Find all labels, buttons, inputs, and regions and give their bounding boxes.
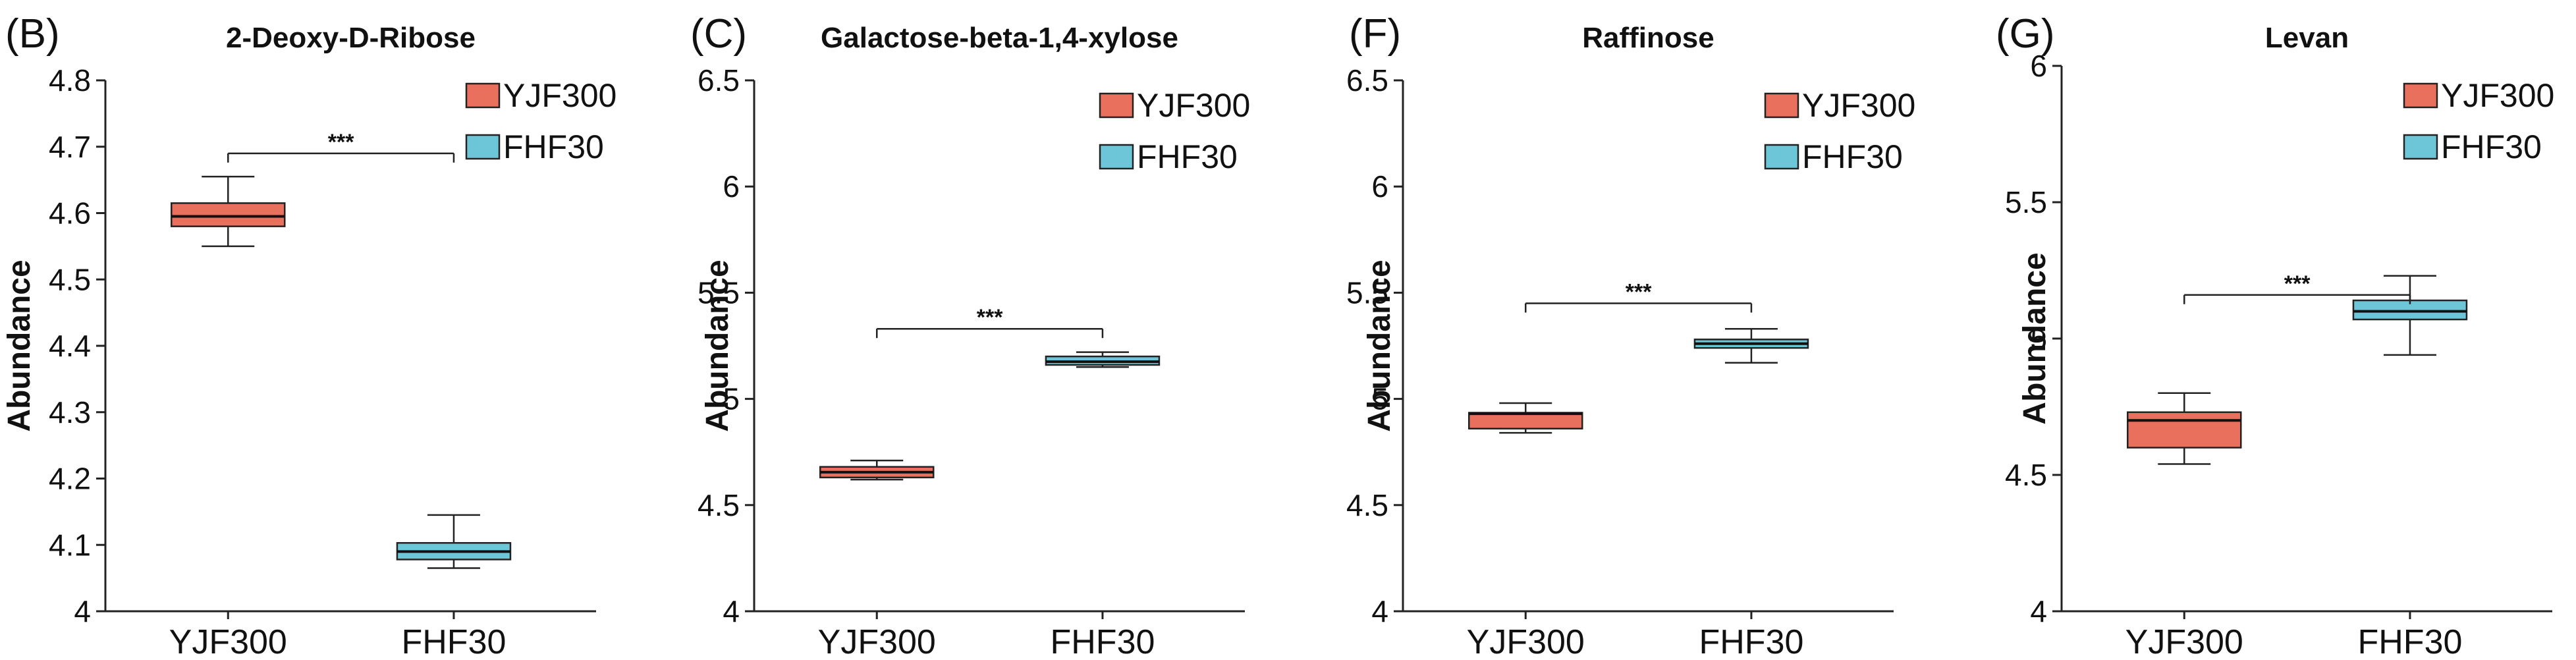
chart-title: 2-Deoxy-D-Ribose [226, 22, 476, 54]
panel-1: (B) 2-Deoxy-D-Ribose Abundance 4 4.1 4.2 4.3 4.… [2, 11, 617, 660]
y-tick-label: 5 [2030, 321, 2047, 356]
x-tick-label: FHF30 [401, 623, 506, 660]
significance-bracket: *** [2183, 271, 2411, 304]
significance-label: *** [1626, 280, 1652, 305]
y-tick-label: 4.5 [49, 262, 91, 296]
y-tick-label: 4.1 [49, 528, 91, 562]
y-tick-label: 4.5 [698, 488, 740, 522]
panel-label: (C) [690, 11, 747, 57]
box-iqr [171, 202, 286, 227]
y-axis-label: Abundance [1362, 260, 1397, 431]
y-tick-label: 5.5 [2005, 185, 2047, 219]
significance-label: *** [977, 305, 1003, 330]
y-tick-label: 6.5 [1346, 63, 1388, 97]
y-tick-label: 5.5 [1346, 275, 1388, 310]
significance-label: *** [2284, 271, 2311, 296]
legend: YJF300 FHF30 [465, 77, 617, 165]
significance-bracket: *** [227, 130, 455, 163]
legend-swatch-yjf300 [465, 82, 501, 109]
legend-label-yjf300: YJF300 [2441, 77, 2554, 114]
significance-label: *** [328, 130, 354, 155]
y-tick-label: 4.8 [49, 63, 91, 97]
panel-4: (G) Levan Abundance 4 4.5 5 5.5 6 YJF300 FHF30 ***… [1996, 11, 2554, 660]
y-axis-label: Abundance [2017, 252, 2052, 424]
y-tick-label: 6.5 [698, 63, 740, 97]
box-yjf300 [1468, 402, 1583, 434]
panel-2: (C) Galactose-beta-1,4-xylose Abundance 4 4.… [690, 11, 1250, 660]
legend-label-fhf30: FHF30 [1137, 138, 1238, 175]
y-tick-label: 4 [1371, 594, 1388, 628]
legend-label-fhf30: FHF30 [1802, 138, 1903, 175]
y-tick-label: 6 [723, 169, 740, 204]
box-yjf300 [819, 459, 935, 481]
box-iqr [1468, 412, 1583, 429]
x-tick-label: YJF300 [169, 623, 287, 660]
significance-bracket: *** [876, 305, 1104, 339]
x-tick-label: FHF30 [2357, 623, 2462, 660]
x-tick-label: FHF30 [1050, 623, 1155, 660]
y-tick-label: 5 [1371, 382, 1388, 416]
box-yjf300 [2127, 392, 2242, 465]
box-fhf30 [2352, 275, 2468, 356]
box-fhf30 [396, 514, 512, 569]
y-tick-label: 5 [723, 382, 740, 416]
legend-label-fhf30: FHF30 [503, 128, 604, 165]
y-tick-label: 4.3 [49, 395, 91, 429]
y-tick-label: 4.5 [1346, 488, 1388, 522]
y-tick-label: 4.5 [2005, 458, 2047, 492]
significance-bracket: *** [1525, 280, 1753, 313]
legend-swatch-fhf30 [1764, 144, 1799, 170]
panel-label: (B) [5, 11, 60, 57]
y-tick-label: 4 [2030, 594, 2047, 628]
x-tick-label: YJF300 [818, 623, 936, 660]
x-tick-label: FHF30 [1699, 623, 1803, 660]
legend-swatch-fhf30 [465, 134, 501, 160]
box-iqr [2127, 411, 2242, 449]
y-tick-label: 4 [74, 594, 91, 628]
box-fhf30 [1045, 351, 1161, 368]
legend-swatch-fhf30 [2403, 134, 2438, 160]
y-tick-label: 4 [723, 594, 740, 628]
chart-title: Galactose-beta-1,4-xylose [821, 22, 1178, 54]
y-axis-label: Abundance [2, 260, 37, 431]
legend-swatch-yjf300 [1099, 92, 1134, 119]
panel-label: (G) [1996, 11, 2055, 57]
x-tick-label: YJF300 [2125, 623, 2243, 660]
legend-swatch-yjf300 [1764, 92, 1799, 119]
legend-swatch-yjf300 [2403, 82, 2438, 109]
legend-swatch-fhf30 [1099, 144, 1134, 170]
legend-label-yjf300: YJF300 [1137, 87, 1250, 124]
legend-label-yjf300: YJF300 [503, 77, 617, 114]
y-tick-label: 6 [2030, 49, 2047, 83]
y-tick-label: 4.7 [49, 130, 91, 164]
y-tick-label: 6 [1371, 169, 1388, 204]
y-axis-label: Abundance [700, 260, 735, 431]
box-fhf30 [1693, 327, 1809, 364]
legend: YJF300 FHF30 [2403, 77, 2554, 165]
panel-label: (F) [1349, 11, 1401, 57]
legend-label-fhf30: FHF30 [2441, 128, 2542, 165]
chart-title: Levan [2265, 22, 2349, 54]
legend-label-yjf300: YJF300 [1802, 87, 1915, 124]
y-tick-label: 5.5 [698, 275, 740, 310]
legend: YJF300 FHF30 [1764, 87, 1915, 175]
panel-3: (F) Raffinose Abundance 4 4.5 5 5.5 6 6.5 YJF300 F… [1346, 11, 1915, 660]
x-tick-label: YJF300 [1467, 623, 1585, 660]
box-yjf300 [171, 175, 286, 248]
legend: YJF300 FHF30 [1099, 87, 1250, 175]
y-tick-label: 4.4 [49, 329, 91, 363]
y-tick-label: 4.6 [49, 196, 91, 231]
chart-title: Raffinose [1582, 22, 1714, 54]
y-tick-label: 4.2 [49, 462, 91, 496]
